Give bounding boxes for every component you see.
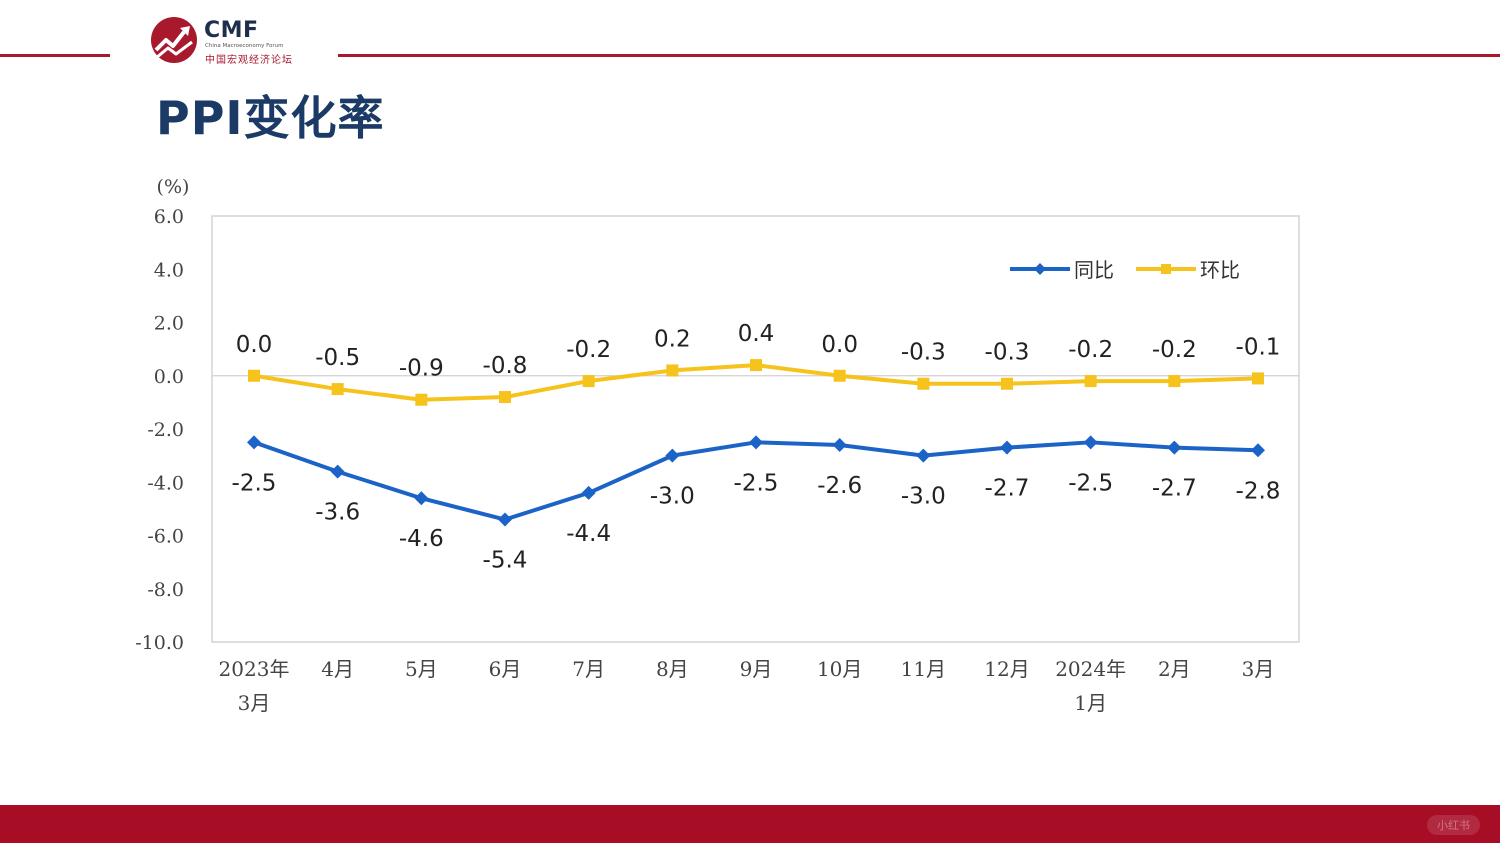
x-tick-label: 2月 bbox=[1158, 657, 1191, 681]
plot-frame bbox=[211, 215, 1300, 643]
y-tick-label: -8.0 bbox=[147, 579, 184, 601]
data-label: -0.5 bbox=[315, 345, 360, 371]
logo-title: CMF bbox=[204, 18, 259, 43]
legend-marker bbox=[1034, 263, 1046, 275]
x-tick-label: 8月 bbox=[656, 657, 689, 681]
y-unit-label: (%) bbox=[157, 176, 190, 198]
data-label: -0.8 bbox=[483, 353, 528, 379]
legend-label: 环比 bbox=[1200, 258, 1240, 282]
data-point bbox=[917, 377, 930, 390]
data-point bbox=[1000, 440, 1014, 455]
data-label: 0.2 bbox=[654, 326, 691, 352]
data-label: -0.2 bbox=[1068, 337, 1113, 363]
data-label: -0.1 bbox=[1236, 334, 1281, 360]
data-label: -2.5 bbox=[734, 470, 779, 496]
data-point bbox=[330, 464, 345, 479]
data-point bbox=[414, 491, 429, 506]
header-rule-right bbox=[338, 54, 1500, 57]
x-tick-label: 4月 bbox=[321, 657, 354, 681]
x-tick-label: 2024年 bbox=[1055, 657, 1126, 681]
y-tick-label: 0.0 bbox=[154, 366, 184, 388]
data-label: -3.6 bbox=[315, 500, 360, 526]
x-tick-label: 3月 bbox=[1242, 657, 1275, 681]
data-label: -0.2 bbox=[566, 337, 611, 363]
x-tick-label: 12月 bbox=[984, 657, 1029, 681]
data-point bbox=[665, 448, 680, 463]
x-tick-label: 5月 bbox=[405, 657, 438, 681]
data-point bbox=[1083, 435, 1098, 450]
data-point bbox=[916, 448, 931, 463]
data-label: 0.0 bbox=[821, 332, 858, 358]
data-point bbox=[248, 369, 260, 382]
data-point bbox=[749, 435, 763, 450]
cmf-logo-icon bbox=[151, 17, 197, 63]
x-tick-label: 3月 bbox=[238, 691, 271, 715]
data-label: -2.7 bbox=[985, 476, 1030, 502]
data-label: -5.4 bbox=[483, 548, 528, 574]
y-tick-label: 4.0 bbox=[154, 259, 184, 281]
data-label: -2.6 bbox=[817, 473, 862, 499]
data-label: -0.9 bbox=[399, 356, 444, 382]
ppi-line-chart: (%) 6.0 4.0 2.0 0.0 -2.0 -4.0 -6.0 -8.0 -10.0 2023… bbox=[135, 176, 1300, 715]
data-label: -4.4 bbox=[566, 521, 611, 547]
data-point bbox=[1084, 375, 1097, 388]
data-label: -4.6 bbox=[399, 526, 444, 552]
data-point bbox=[750, 359, 762, 372]
data-point bbox=[1168, 375, 1181, 388]
data-label: -2.5 bbox=[232, 470, 277, 496]
data-point bbox=[415, 393, 428, 406]
data-point bbox=[1167, 440, 1182, 455]
y-tick-label: 2.0 bbox=[154, 313, 184, 335]
data-point bbox=[1251, 443, 1265, 458]
x-tick-label: 1月 bbox=[1074, 691, 1107, 715]
data-label: 0.4 bbox=[738, 321, 775, 347]
data-point bbox=[582, 375, 595, 388]
watermark: 小红书 bbox=[1427, 815, 1480, 835]
data-point bbox=[1001, 377, 1013, 390]
y-tick-label: 6.0 bbox=[154, 206, 184, 228]
data-label: -0.3 bbox=[985, 340, 1030, 366]
x-tick-label: 9月 bbox=[740, 657, 773, 681]
header-rule-left bbox=[0, 54, 110, 57]
data-label: -2.7 bbox=[1152, 476, 1197, 502]
cmf-logo: CMF China Macroeconomy Forum 中国宏观经济论坛 bbox=[150, 16, 330, 66]
y-tick-label: -10.0 bbox=[135, 632, 184, 654]
data-label: -2.8 bbox=[1236, 478, 1281, 504]
x-tick-label: 11月 bbox=[901, 657, 946, 681]
data-point bbox=[498, 512, 512, 527]
data-point bbox=[1252, 372, 1264, 385]
legend-label: 同比 bbox=[1074, 258, 1114, 282]
data-point bbox=[666, 364, 679, 377]
data-point bbox=[247, 435, 261, 450]
data-label: 0.0 bbox=[236, 332, 273, 358]
logo-chinese-name: 中国宏观经济论坛 bbox=[205, 55, 293, 66]
y-tick-label: -6.0 bbox=[147, 526, 184, 548]
x-tick-label: 6月 bbox=[489, 657, 522, 681]
x-tick-label: 2023年 bbox=[219, 657, 290, 681]
data-point bbox=[581, 485, 596, 500]
y-tick-label: -2.0 bbox=[147, 419, 184, 441]
data-label: -3.0 bbox=[901, 484, 946, 510]
footer-bar: 小红书 bbox=[0, 805, 1500, 843]
legend-marker bbox=[1161, 264, 1171, 274]
data-point bbox=[832, 437, 847, 452]
data-label: -0.3 bbox=[901, 340, 946, 366]
page-title: PPI变化率 bbox=[156, 91, 385, 145]
x-tick-label: 7月 bbox=[572, 657, 605, 681]
y-tick-label: -4.0 bbox=[147, 472, 184, 494]
data-point bbox=[833, 369, 846, 382]
data-label: -3.0 bbox=[650, 484, 695, 510]
data-point bbox=[499, 391, 511, 404]
data-point bbox=[331, 383, 344, 396]
data-label: -0.2 bbox=[1152, 337, 1197, 363]
data-label: -2.5 bbox=[1068, 470, 1113, 496]
x-tick-label: 10月 bbox=[817, 657, 862, 681]
logo-subtitle: China Macroeconomy Forum bbox=[205, 43, 284, 49]
